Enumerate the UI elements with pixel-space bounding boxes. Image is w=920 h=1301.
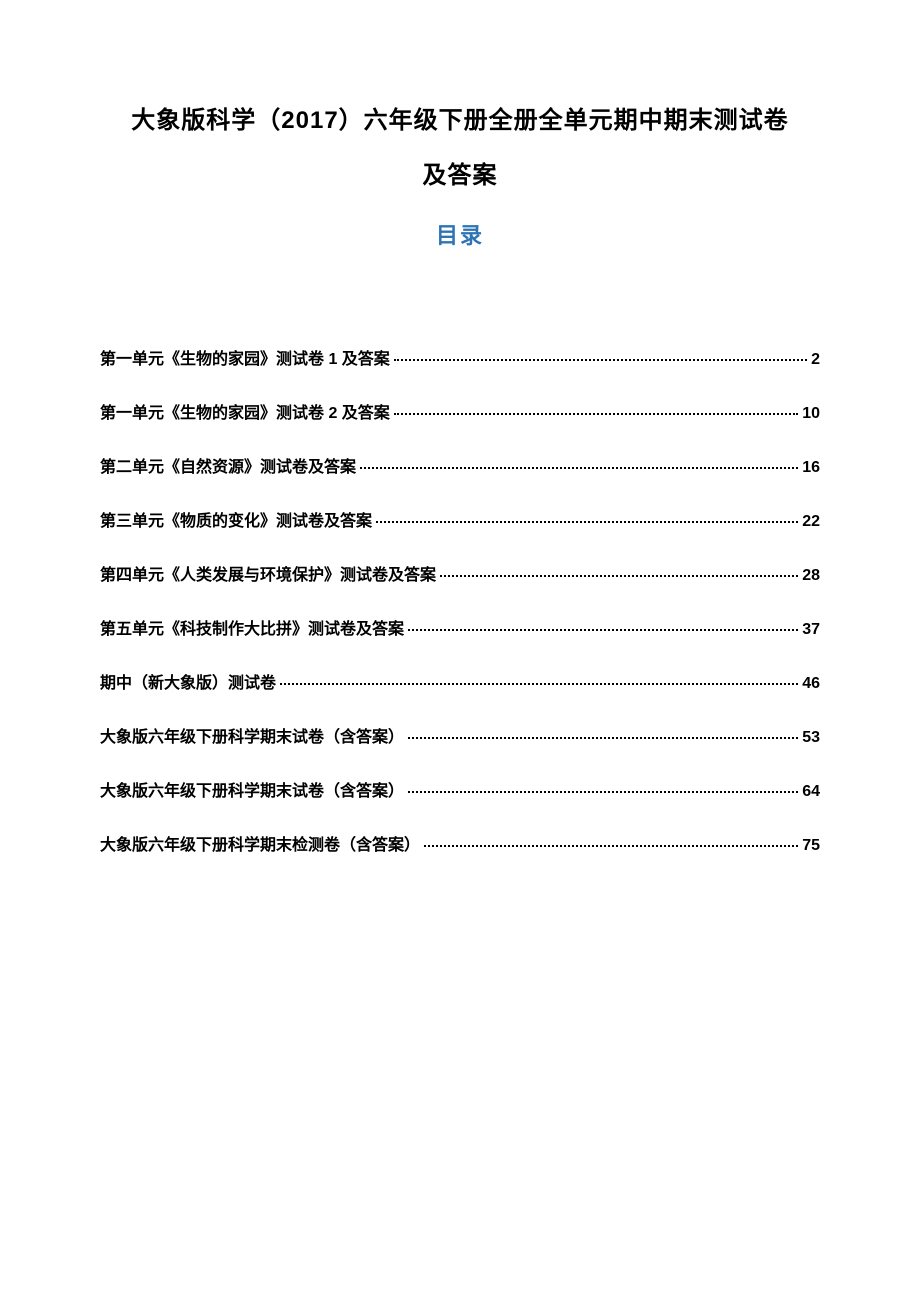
toc-leader-dots	[280, 683, 798, 685]
toc-entry-page: 37	[802, 621, 820, 639]
toc-entry-label: 第四单元《人类发展与环境保护》测试卷及答案	[100, 561, 436, 585]
toc-entry-label: 第五单元《科技制作大比拼》测试卷及答案	[100, 615, 404, 639]
toc-list: 第一单元《生物的家园》测试卷 1 及答案 2 第一单元《生物的家园》测试卷 2 …	[100, 345, 820, 855]
toc-entry-page: 46	[802, 675, 820, 693]
toc-entry-label: 第二单元《自然资源》测试卷及答案	[100, 453, 356, 477]
toc-heading: 目录	[100, 218, 820, 250]
title-line-2: 及答案	[100, 155, 820, 190]
toc-leader-dots	[440, 575, 798, 577]
toc-entry-page: 22	[802, 513, 820, 531]
toc-entry[interactable]: 大象版六年级下册科学期末检测卷（含答案） 75	[100, 831, 820, 855]
toc-entry-page: 75	[802, 837, 820, 855]
document-title-block: 大象版科学（2017）六年级下册全册全单元期中期末测试卷 及答案 目录	[100, 100, 820, 250]
toc-leader-dots	[408, 737, 798, 739]
toc-entry[interactable]: 第四单元《人类发展与环境保护》测试卷及答案 28	[100, 561, 820, 585]
toc-entry[interactable]: 期中（新大象版）测试卷 46	[100, 669, 820, 693]
toc-entry-label: 大象版六年级下册科学期末试卷（含答案）	[100, 723, 404, 747]
toc-entry-page: 10	[802, 405, 820, 423]
toc-leader-dots	[408, 791, 798, 793]
toc-entry-label: 第三单元《物质的变化》测试卷及答案	[100, 507, 372, 531]
toc-entry-page: 28	[802, 567, 820, 585]
toc-entry-label: 大象版六年级下册科学期末试卷（含答案）	[100, 777, 404, 801]
toc-leader-dots	[376, 521, 798, 523]
toc-entry-label: 期中（新大象版）测试卷	[100, 669, 276, 693]
toc-entry-page: 64	[802, 783, 820, 801]
toc-entry-page: 16	[802, 459, 820, 477]
toc-entry[interactable]: 第一单元《生物的家园》测试卷 1 及答案 2	[100, 345, 820, 369]
toc-leader-dots	[394, 359, 807, 361]
toc-leader-dots	[360, 467, 798, 469]
toc-leader-dots	[408, 629, 798, 631]
toc-leader-dots	[394, 413, 798, 415]
toc-entry[interactable]: 第五单元《科技制作大比拼》测试卷及答案 37	[100, 615, 820, 639]
toc-entry[interactable]: 第三单元《物质的变化》测试卷及答案 22	[100, 507, 820, 531]
toc-entry[interactable]: 大象版六年级下册科学期末试卷（含答案） 64	[100, 777, 820, 801]
toc-entry-label: 大象版六年级下册科学期末检测卷（含答案）	[100, 831, 420, 855]
toc-entry-page: 53	[802, 729, 820, 747]
toc-entry[interactable]: 大象版六年级下册科学期末试卷（含答案） 53	[100, 723, 820, 747]
title-line-1: 大象版科学（2017）六年级下册全册全单元期中期末测试卷	[100, 100, 820, 135]
toc-entry-label: 第一单元《生物的家园》测试卷 1 及答案	[100, 345, 390, 369]
toc-leader-dots	[424, 845, 798, 847]
toc-entry[interactable]: 第二单元《自然资源》测试卷及答案 16	[100, 453, 820, 477]
toc-entry-label: 第一单元《生物的家园》测试卷 2 及答案	[100, 399, 390, 423]
toc-entry[interactable]: 第一单元《生物的家园》测试卷 2 及答案 10	[100, 399, 820, 423]
toc-entry-page: 2	[811, 351, 820, 369]
